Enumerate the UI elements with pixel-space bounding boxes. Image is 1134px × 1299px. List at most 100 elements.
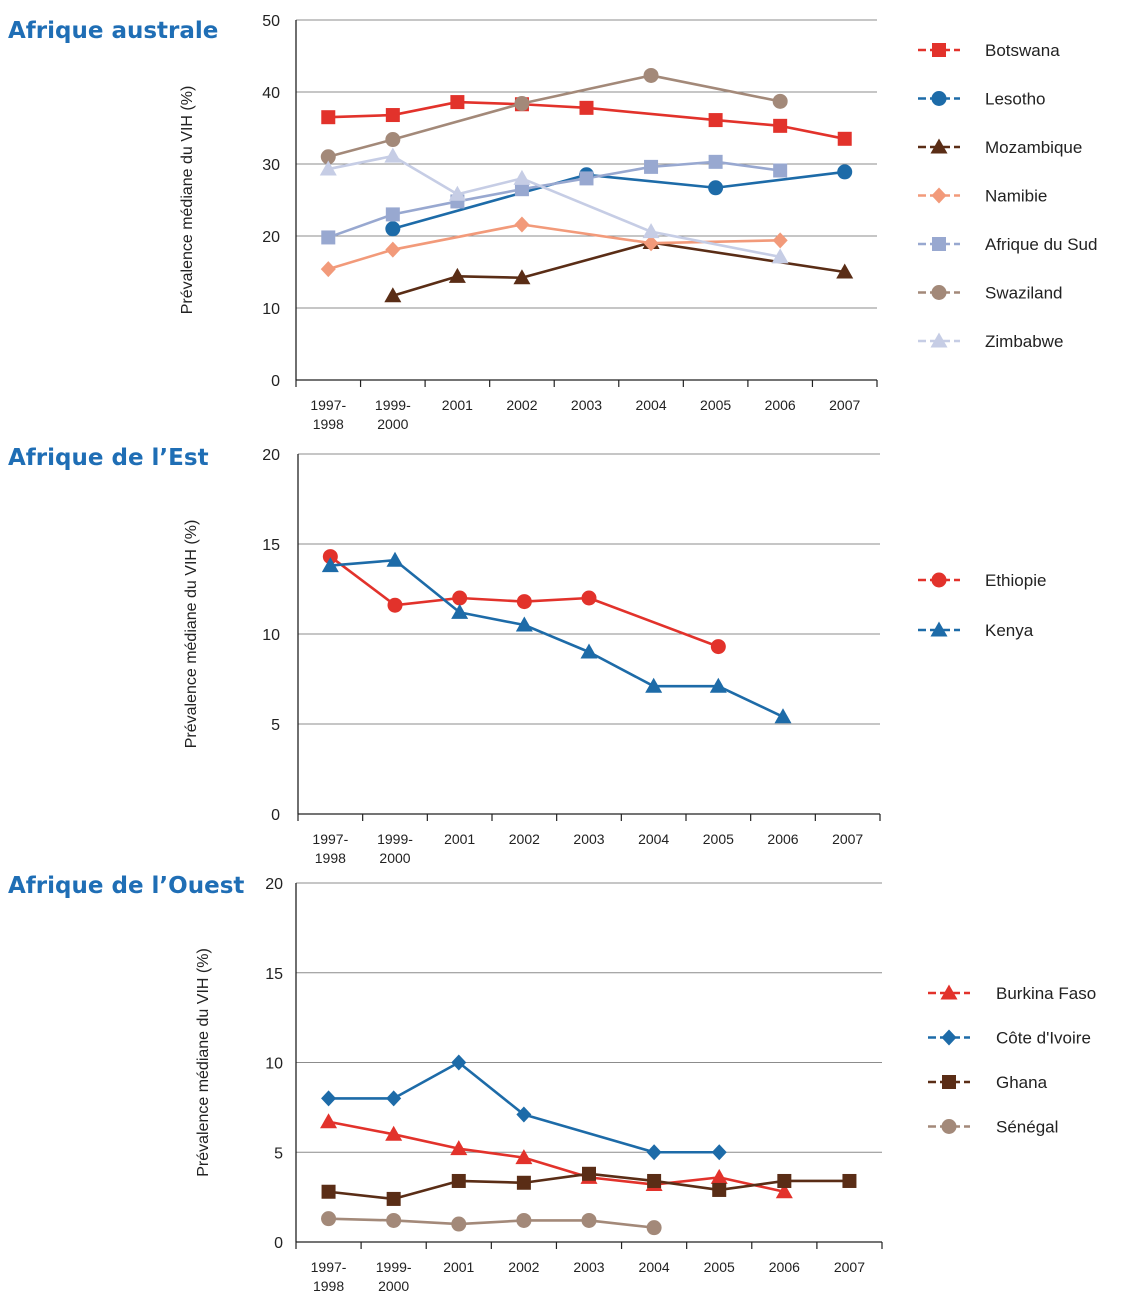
- series-line-lesotho: [392, 170, 845, 231]
- data-point-botswana: [579, 100, 594, 115]
- data-point-afrique-du-sud: [579, 171, 594, 186]
- y-tick-label: 15: [262, 537, 280, 554]
- x-tick-label: 2003: [573, 1259, 604, 1275]
- series-line-botswana: [328, 100, 845, 141]
- data-point-lesotho: [708, 180, 724, 196]
- data-point-botswana: [450, 95, 465, 110]
- data-point-botswana: [385, 108, 400, 123]
- x-tick-label: 2002: [509, 831, 540, 847]
- data-point-senegal: [646, 1220, 662, 1236]
- data-point-zimbabwe: [642, 223, 660, 239]
- data-point-botswana: [321, 110, 336, 125]
- data-point-namibie: [772, 232, 788, 249]
- x-tick-label: 2002: [508, 1259, 539, 1275]
- x-tick-label: 2006: [769, 1259, 800, 1275]
- x-tick-label: 1997-1998: [310, 397, 346, 432]
- legend-entry-senegal: Sénégal: [928, 1118, 1058, 1137]
- legend-label: Ghana: [996, 1073, 1048, 1092]
- x-tick-label: 2007: [829, 397, 860, 413]
- data-point-swaziland: [772, 93, 788, 109]
- data-point-ghana: [386, 1191, 401, 1206]
- legend-marker-namibie: [931, 187, 947, 204]
- series-line-ethiopie: [329, 555, 719, 648]
- x-tick-label: 1997-1998: [311, 1259, 347, 1294]
- data-point-senegal: [321, 1211, 337, 1227]
- legend-marker-kenya: [930, 621, 948, 637]
- legend-label: Ethiopie: [985, 571, 1046, 590]
- legend-entry-ghana: Ghana: [928, 1073, 1048, 1092]
- data-point-afrique-du-sud: [385, 207, 400, 222]
- data-point-afrique-du-sud: [644, 159, 659, 174]
- legend-marker-swaziland: [931, 285, 947, 300]
- legend-entry-afrique-du-sud: Afrique du Sud: [918, 235, 1097, 254]
- x-tick-label: 2005: [704, 1259, 735, 1275]
- panel-title: Afrique de l’Est: [8, 445, 209, 471]
- x-tick-label: 1999-2000: [376, 1259, 412, 1294]
- data-point-kenya: [386, 551, 404, 567]
- legend-entry-kenya: Kenya: [918, 621, 1034, 640]
- y-tick-label: 10: [262, 301, 280, 318]
- y-tick-label: 15: [265, 966, 283, 983]
- legend-label: Namibie: [985, 187, 1047, 206]
- data-point-swaziland: [514, 96, 530, 112]
- data-point-ghana: [516, 1175, 531, 1190]
- data-point-botswana: [708, 113, 723, 128]
- legend-entry-swaziland: Swaziland: [918, 284, 1063, 303]
- x-tick-label: 2003: [573, 831, 604, 847]
- series-line-burkina-faso: [328, 1120, 785, 1194]
- data-point-zimbabwe: [448, 185, 466, 201]
- data-point-afrique-du-sud: [773, 163, 788, 178]
- data-point-ethiopie: [581, 590, 597, 606]
- x-tick-label: 2004: [635, 397, 666, 413]
- legend-marker-afrique-du-sud: [932, 237, 946, 251]
- x-tick-label: 2005: [700, 397, 731, 413]
- x-tick-label: 1997-1998: [312, 831, 348, 866]
- y-tick-label: 10: [265, 1056, 283, 1073]
- data-point-lesotho: [385, 221, 401, 237]
- legend-label: Botswana: [985, 41, 1060, 60]
- data-point-zimbabwe: [513, 169, 531, 185]
- x-tick-label: 2001: [443, 1259, 474, 1275]
- x-tick-label: 2002: [506, 397, 537, 413]
- x-tick-label: 1999-2000: [375, 397, 411, 432]
- data-point-swaziland: [385, 132, 401, 148]
- x-tick-label: 2003: [571, 397, 602, 413]
- x-tick-label: 2004: [638, 831, 669, 847]
- data-point-botswana: [773, 118, 788, 133]
- legend-marker-zimbabwe: [930, 332, 948, 348]
- data-point-ethiopie: [322, 549, 338, 565]
- data-point-senegal: [516, 1212, 532, 1228]
- data-point-namibie: [514, 216, 530, 233]
- panel-title: Afrique de l’Ouest: [8, 873, 244, 899]
- data-point-cote-d-ivoire: [451, 1054, 467, 1071]
- x-tick-label: 2007: [834, 1259, 865, 1275]
- y-tick-label: 20: [265, 876, 283, 893]
- data-point-senegal: [386, 1212, 402, 1228]
- y-tick-label: 20: [262, 447, 280, 464]
- chart-panel-3: Afrique de l’Ouest 0 5 10 15 20 Prévalence méd…: [8, 873, 1096, 1294]
- data-point-ghana: [582, 1166, 596, 1181]
- data-point-burkina-faso: [320, 1113, 338, 1129]
- legend-label: Kenya: [985, 621, 1034, 640]
- y-tick-label: 5: [271, 717, 280, 734]
- data-point-ethiopie: [452, 590, 468, 606]
- data-point-botswana: [837, 131, 852, 146]
- y-axis-label: Prévalence médiane du VIH (%): [195, 948, 212, 1177]
- legend-marker-botswana: [932, 43, 946, 57]
- chart-panel-1: Afrique australe 0 10 20 30 40 50 Prévalence mé…: [8, 13, 1097, 432]
- x-tick-label: 2006: [767, 831, 798, 847]
- data-point-ghana: [777, 1173, 792, 1188]
- data-point-ghana: [712, 1182, 727, 1197]
- data-point-mozambique: [448, 267, 466, 283]
- data-point-kenya: [774, 708, 792, 724]
- series-line-cote-d-ivoire: [328, 1061, 720, 1154]
- data-point-lesotho: [837, 164, 853, 180]
- y-axis-label: Prévalence médiane du VIH (%): [183, 520, 200, 749]
- data-point-mozambique: [384, 287, 402, 303]
- legend-entry-mozambique: Mozambique: [918, 138, 1082, 157]
- legend-label: Côte d'Ivoire: [996, 1029, 1091, 1048]
- series-line-mozambique: [392, 241, 845, 298]
- legend-entry-lesotho: Lesotho: [918, 90, 1046, 109]
- data-point-cote-d-ivoire: [321, 1090, 337, 1107]
